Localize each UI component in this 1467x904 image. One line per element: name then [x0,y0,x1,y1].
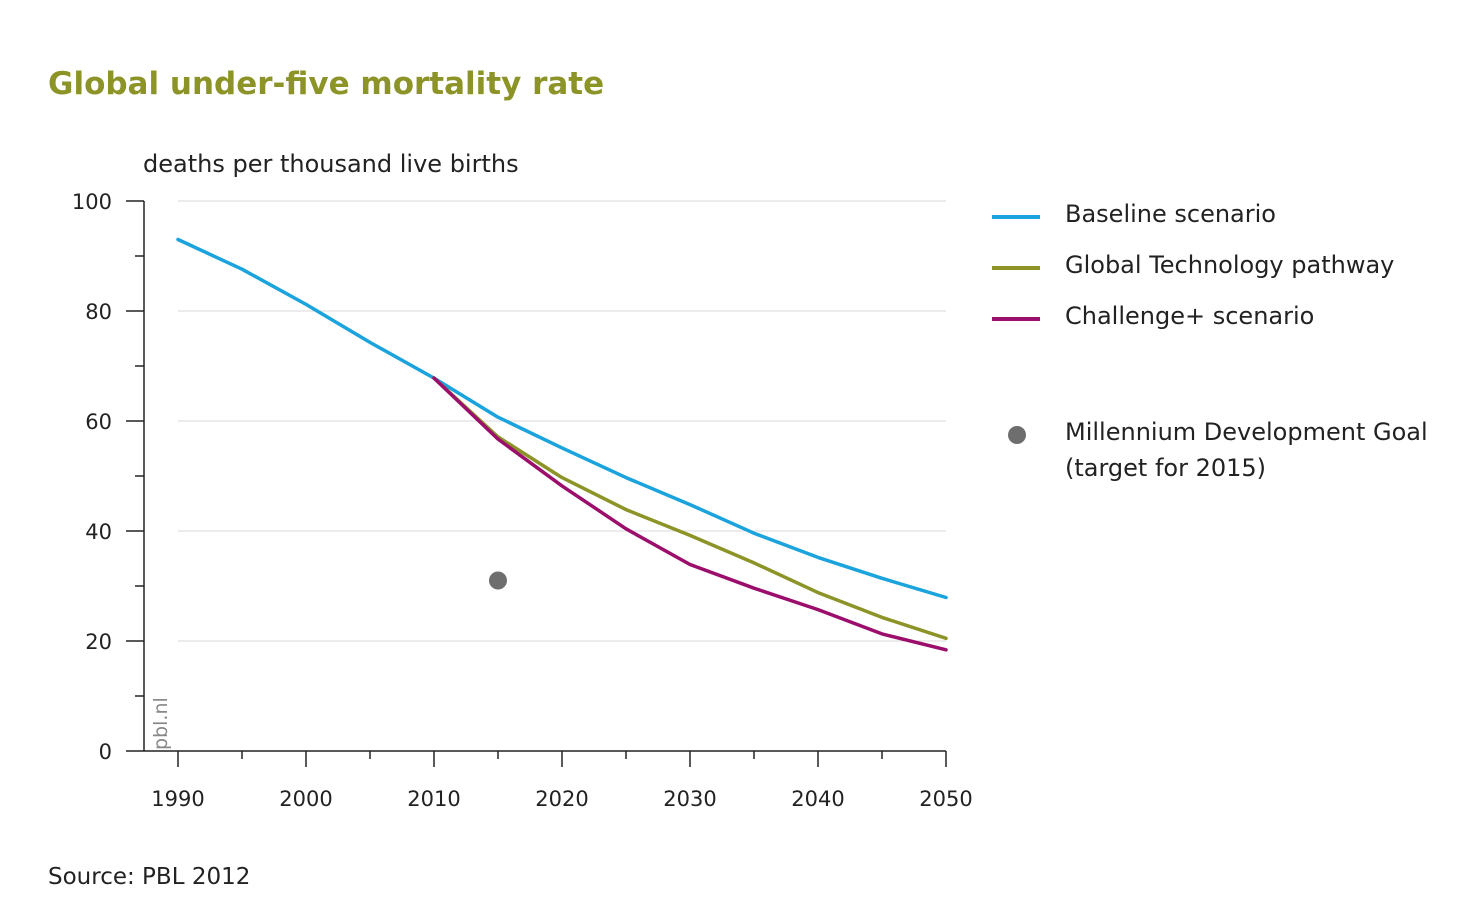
x-tick-label-2050: 2050 [919,787,972,811]
y-axis-label: deaths per thousand live births [143,150,519,178]
legend-swatch-global-technology [992,266,1040,270]
y-tick-label-40: 40 [85,520,112,544]
legend-swatch-baseline [992,215,1040,219]
x-tick-label-1990: 1990 [151,787,204,811]
legend-item-baseline: Baseline scenario [992,200,1452,234]
x-tick-label-2040: 2040 [791,787,844,811]
mdg-target-point [489,571,507,590]
y-tick-label-0: 0 [99,740,112,764]
source-note: Source: PBL 2012 [48,864,251,890]
chart-title: Global under-five mortality rate [48,66,605,102]
watermark-text: pbl.nl [150,697,172,750]
x-tick-label-2010: 2010 [407,787,460,811]
y-tick-label-20: 20 [85,630,112,654]
legend-label-challenge-plus: Challenge+ scenario [1065,302,1315,330]
gridlines [178,200,946,642]
series-line-global-technology-pathway [432,376,948,641]
legend-label-baseline: Baseline scenario [1065,200,1276,228]
x-tick-label-2000: 2000 [279,787,332,811]
series-line-challenge-scenario [432,376,948,652]
legend-item-challenge-plus: Challenge+ scenario [992,302,1452,336]
legend-label-global-technology: Global Technology pathway [1065,251,1395,279]
legend-item-global-technology: Global Technology pathway [992,251,1452,285]
legend-item-mdg: Millennium Development Goal (target for … [992,418,1452,490]
legend-label-mdg-line2: (target for 2015) [1065,454,1267,482]
markers [489,571,507,590]
series-lines [176,237,948,652]
y-tick-label-100: 100 [72,190,112,214]
legend-label-mdg: Millennium Development Goal [1065,418,1428,446]
x-tick-label-2020: 2020 [535,787,588,811]
y-tick-label-60: 60 [85,410,112,434]
y-tick-label-80: 80 [85,300,112,324]
series-line-baseline-scenario [176,237,948,600]
x-tick-label-2030: 2030 [663,787,716,811]
legend-swatch-challenge-plus [992,317,1040,321]
legend-dot-mdg [1008,426,1026,444]
